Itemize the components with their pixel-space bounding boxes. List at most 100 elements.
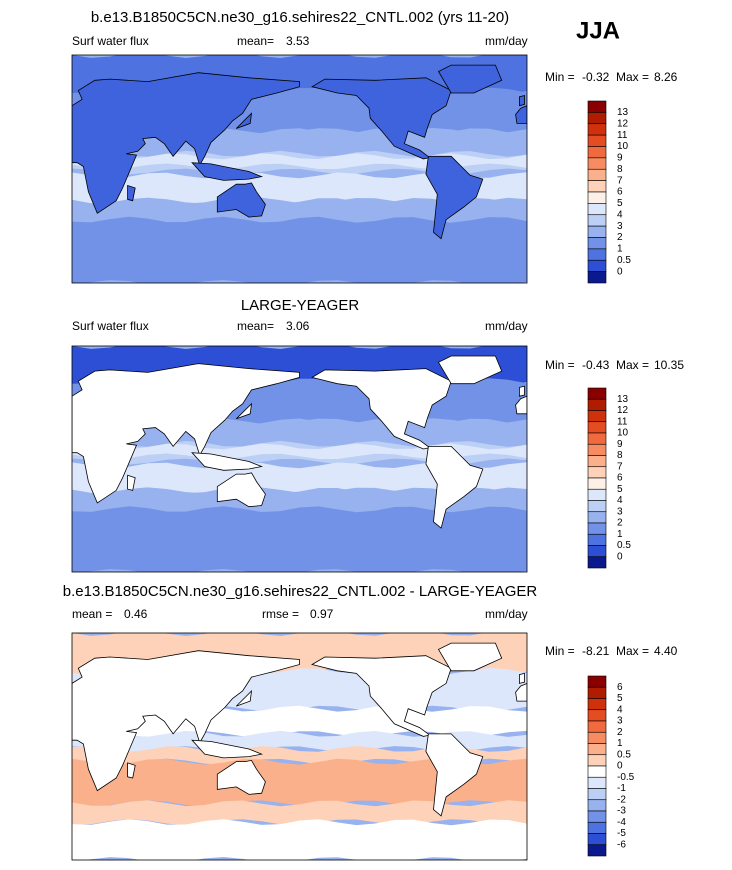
max-value: 10.35: [654, 358, 684, 372]
min-value: -0.43: [582, 358, 610, 372]
colorbar-label: -3: [617, 806, 626, 817]
colorbar-label: 5: [617, 198, 623, 209]
land: [236, 689, 253, 707]
colorbar-label: 2: [617, 232, 623, 243]
land: [519, 385, 525, 397]
max-value: 4.40: [654, 644, 678, 658]
colorbar-label: -1: [617, 783, 626, 794]
colorbar-box: [587, 443, 607, 456]
mean-value: 3.53: [286, 34, 310, 48]
colorbar-box: [587, 743, 607, 756]
colorbar-box: [587, 686, 607, 699]
colorbar-label: 5: [617, 484, 623, 495]
land: [216, 472, 266, 508]
ocean-band: [72, 443, 527, 460]
colorbar-label: 7: [617, 461, 623, 472]
colorbar-label: 3: [617, 221, 623, 232]
colorbar-box: [587, 146, 607, 159]
ocean-band: [72, 506, 527, 572]
max-label: Max =: [616, 70, 649, 84]
colorbar-label: 0: [617, 266, 623, 277]
colorbar-label: 3: [617, 716, 623, 727]
colorbar-box: [587, 134, 607, 147]
panel-title: b.e13.B1850C5CN.ne30_g16.sehires22_CNTL.…: [91, 9, 509, 26]
rmse-label: rmse =: [262, 607, 299, 621]
map: [72, 633, 527, 860]
ocean-band: [72, 800, 527, 826]
colorbar-label: 4: [617, 209, 623, 220]
colorbar-box: [587, 112, 607, 125]
map: [72, 346, 527, 572]
colorbar-label: 6: [617, 473, 623, 484]
colorbar-box: [587, 421, 607, 434]
colorbar-label: 4: [617, 495, 623, 506]
ocean-band: [72, 172, 527, 204]
mean-label: mean=: [237, 319, 274, 333]
panel-title: LARGE-YEAGER: [241, 297, 360, 314]
land: [519, 94, 525, 107]
land: [191, 452, 264, 471]
colorbar-box: [587, 754, 607, 767]
colorbar-box: [587, 833, 607, 846]
colorbar-label: 10: [617, 428, 629, 439]
min-value: -8.21: [582, 644, 610, 658]
colorbar-box: [587, 100, 607, 113]
colorbar-box: [587, 455, 607, 468]
mean-label: mean=: [237, 34, 274, 48]
colorbar-label: 3: [617, 506, 623, 517]
colorbar-box: [587, 157, 607, 170]
colorbar-label: 10: [617, 141, 629, 152]
min-label: Min =: [545, 358, 575, 372]
land: [515, 682, 527, 702]
colorbar-box: [587, 821, 607, 834]
land: [127, 184, 136, 202]
colorbar-label: -4: [617, 817, 626, 828]
colorbar-label: 6: [617, 682, 623, 693]
colorbar-box: [587, 810, 607, 823]
max-label: Max =: [616, 644, 649, 658]
max-value: 8.26: [654, 70, 678, 84]
colorbar-label: 7: [617, 175, 623, 186]
colorbar-box: [587, 387, 607, 400]
land: [311, 77, 452, 160]
colorbar-box: [587, 477, 607, 490]
variable-label: Surf water flux: [72, 34, 149, 48]
map-frame: [71, 54, 528, 284]
min-label: Min =: [545, 644, 575, 658]
panel-title: b.e13.B1850C5CN.ne30_g16.sehires22_CNTL.…: [63, 583, 538, 600]
colorbar-box: [587, 168, 607, 181]
land: [425, 155, 484, 240]
colorbar-box: [587, 500, 607, 513]
colorbar-label: 13: [617, 394, 629, 405]
land: [236, 112, 253, 129]
colorbar-label: -5: [617, 828, 626, 839]
season-label: JJA: [576, 17, 620, 44]
land: [311, 655, 452, 737]
colorbar-box: [587, 237, 607, 250]
mean-value: 0.46: [124, 607, 148, 621]
land: [72, 72, 300, 214]
colorbar-box: [587, 675, 607, 688]
colorbar-label: 2: [617, 727, 623, 738]
colorbar-label: 9: [617, 153, 623, 164]
rmse-value: 0.97: [310, 607, 334, 621]
colorbar-label: -0.5: [617, 772, 635, 783]
units-label: mm/day: [485, 319, 528, 333]
colorbar-box: [587, 698, 607, 711]
colorbar-box: [587, 191, 607, 204]
land: [127, 474, 136, 491]
colorbar-label: -6: [617, 839, 626, 850]
land: [216, 759, 266, 795]
units-label: mm/day: [485, 607, 528, 621]
colorbar-box: [587, 180, 607, 193]
variable-label: Surf water flux: [72, 319, 149, 333]
ocean-band: [72, 819, 527, 860]
colorbar-box: [587, 511, 607, 524]
land: [191, 162, 264, 181]
land: [425, 445, 484, 529]
map-frame: [71, 345, 528, 573]
colorbar-box: [587, 466, 607, 479]
ocean-band: [72, 730, 527, 752]
colorbar-label: 0.5: [617, 255, 631, 266]
colorbar-label: 1: [617, 529, 623, 540]
